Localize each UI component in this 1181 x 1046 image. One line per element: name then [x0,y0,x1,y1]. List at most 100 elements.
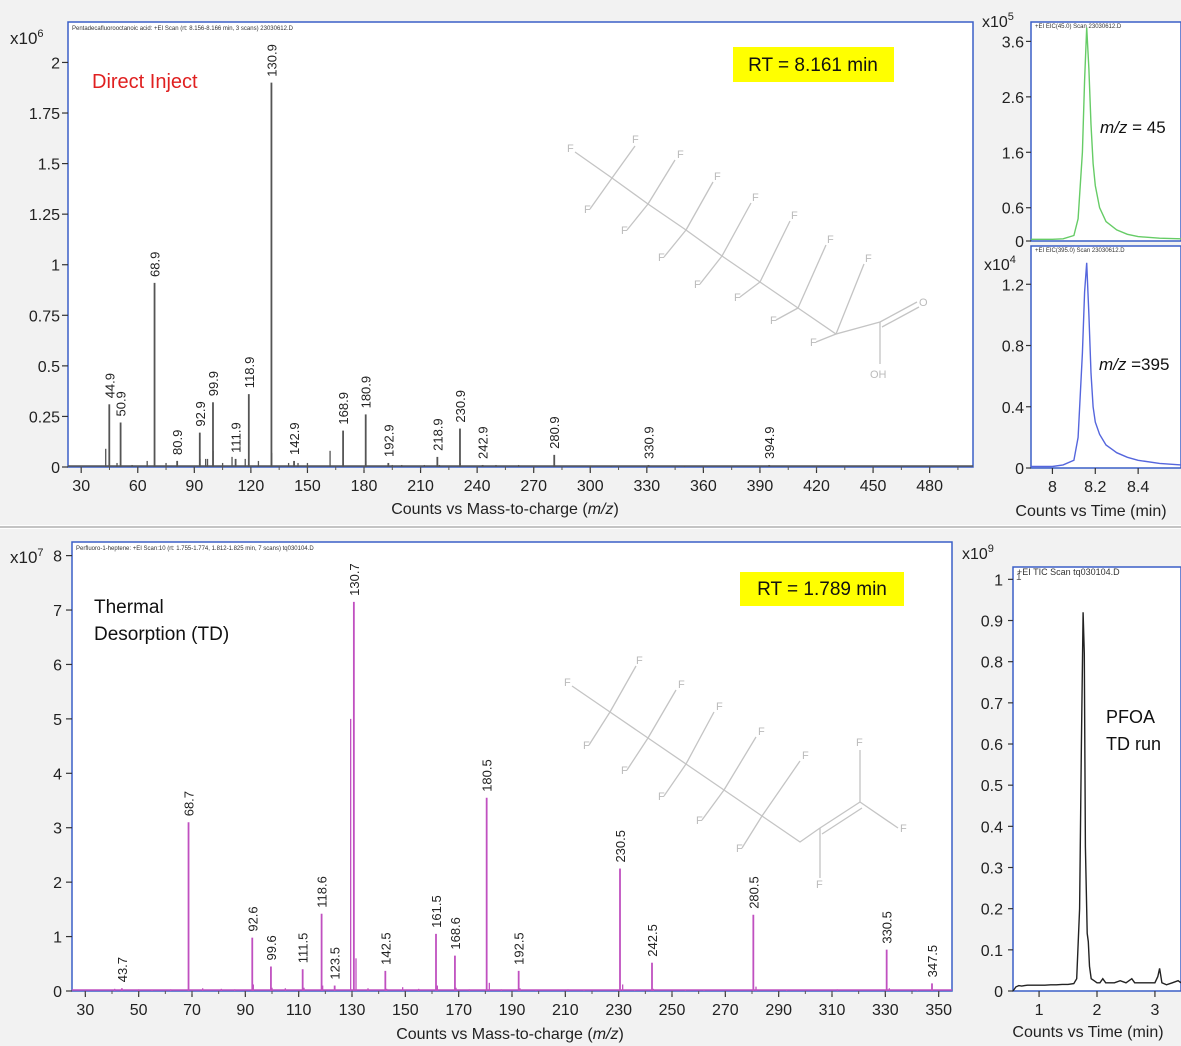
top-rt-box [733,47,894,82]
top-eic45-marks: 0 0.6 1.6 2.6 3.6 [1002,27,1181,251]
peak-label: 142.5 [378,932,393,965]
top-eic45-header: +EI EIC(45.0) Scan 23030612.D [1035,24,1122,30]
fluorine-bond [663,229,687,258]
y-tick-label: 8 [53,549,62,566]
hydroxyl-atom-label: OH [870,369,887,381]
y-tick-label: 2.6 [1002,90,1024,107]
fluorine-atom-label: F [758,726,765,738]
y-tick-label: 1.75 [29,106,60,123]
x-tick-label: 390 [747,478,774,495]
bottom-tic-marks: 0 0.1 0.2 0.3 0.4 0.5 0.6 0.7 0.8 0.9 1 1 2 3 [981,572,1181,1019]
x-tick-label: 8 [1048,479,1057,496]
fluorine-bond [835,263,865,335]
fluorine-bond [759,220,791,283]
fluorine-bond [761,760,801,817]
x-tick-label: 120 [238,478,265,495]
bottom-annotation-line2: Desorption (TD) [94,624,229,645]
fluorine-atom-label: F [816,879,823,891]
bottom-time-xlabel: Counts vs Time (min) [1012,1024,1163,1041]
series-line [1031,27,1181,240]
peak-label: 130.9 [264,44,279,77]
peak-label: 242.5 [645,924,660,957]
x-tick-label: 150 [294,478,321,495]
fluorine-atom-label: F [810,337,817,349]
bottom-tic-plot-area [1012,566,1181,992]
peak-label: 92.9 [193,401,208,426]
x-tick-label: 1 [1035,1002,1044,1019]
fluorine-atom-label: F [865,253,872,265]
peak-label: 161.5 [429,895,444,928]
x-tick-label: 210 [407,478,434,495]
fluorine-bond [588,711,611,746]
y-tick-label: 0.9 [981,614,1003,631]
x-tick-label: 310 [819,1002,846,1019]
top-molecule-structure: F F F F F F F F F F F F F F F O OH [567,134,928,381]
fluorine-bond [626,737,649,771]
fluorine-atom-label: F [802,750,809,762]
top-eic395-plot-area [1030,245,1181,469]
y-tick-label: 1 [994,572,1003,589]
peak-label: 111.5 [296,933,311,964]
x-tick-label: 350 [925,1002,952,1019]
fluorine-atom-label: F [714,171,721,183]
fluorine-atom-label: F [564,677,571,689]
peak-label: 99.9 [206,371,221,396]
x-tick-label: 360 [690,478,717,495]
y-tick-label: 6 [53,657,62,674]
x-tick-label: 330 [633,478,660,495]
y-tick-label: 0.6 [981,737,1003,754]
fluorine-atom-label: F [584,204,591,216]
x-tick-label: 270 [712,1002,739,1019]
y-tick-label: 1.25 [29,207,60,224]
x-tick-label: 90 [185,478,203,495]
y-tick-label: 0.3 [981,861,1003,878]
top-eic395-header: +EI EIC(395.0) Scan 23030612.D [1035,248,1125,254]
fluorine-bond [611,145,636,179]
x-tick-label: 150 [392,1002,419,1019]
x-tick-label: 300 [577,478,604,495]
y-tick-label: 0.2 [981,902,1003,919]
top-ms-xlabel: Counts vs Mass-to-charge (m/z) [391,501,619,518]
x-tick-label: 130 [339,1002,366,1019]
x-tick-label: 110 [286,1002,312,1019]
y-tick-label: 2 [53,875,62,892]
x-tick-label: 180 [351,478,378,495]
bottom-ms-xlabel: Counts vs Mass-to-charge (m/z) [396,1026,624,1043]
y-tick-label: 0.75 [29,308,60,325]
peak-label: 111.9 [229,422,244,453]
top-annotation: Direct Inject [92,71,198,93]
bottom-ms-plot-area [71,541,953,992]
x-tick-label: 30 [72,478,90,495]
x-tick-label: 2 [1093,1002,1102,1019]
fluorine-atom-label: F [621,765,628,777]
y-tick-label: 0.8 [1002,339,1024,356]
fluorine-atom-label: F [752,192,759,204]
y-tick-label: 2 [51,55,60,72]
peak-label: 330.9 [642,426,657,459]
y-tick-label: 0.4 [981,819,1003,836]
peak-label: 180.5 [480,759,495,792]
x-tick-label: 3 [1150,1002,1159,1019]
x-tick-label: 70 [183,1002,201,1019]
fluorine-bond [721,202,752,257]
top-ms-plot-area [67,21,974,468]
x-tick-label: 8.2 [1084,479,1106,496]
peak-label: 330.5 [880,911,895,944]
y-tick-label: 0.1 [981,943,1003,960]
peak-label: 99.6 [264,935,279,960]
peak-label: 68.9 [148,252,163,277]
y-tick-label: 1 [53,930,62,947]
fluorine-bond [701,789,725,821]
fluorine-atom-label: F [658,252,665,264]
top-ms-y-exponent: x106 [10,28,44,48]
fluorine-atom-label: F [583,740,590,752]
y-tick-label: 0.5 [981,778,1003,795]
fluorine-atom-label: F [632,134,639,146]
fluorine-bond [647,159,676,205]
peak-label: 230.9 [453,390,468,423]
x-tick-label: 8.4 [1127,479,1149,496]
fluorine-bond [741,815,763,849]
peak-label: 142.9 [287,422,302,455]
x-tick-label: 270 [520,478,547,495]
